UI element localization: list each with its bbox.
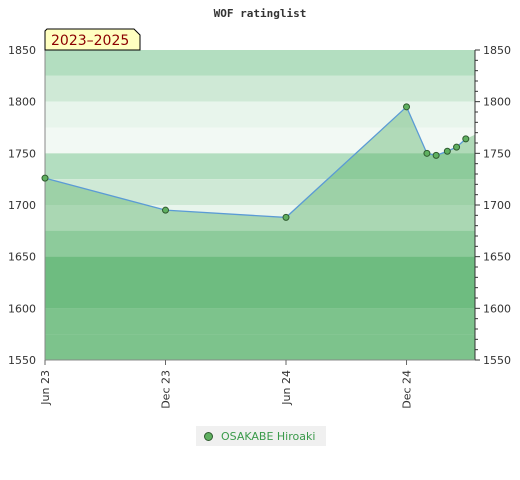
y-tick-label-right: 1650 xyxy=(483,251,511,264)
y-tick-label-left: 1650 xyxy=(8,251,36,264)
data-point xyxy=(162,206,170,214)
x-tick-label: Dec 24 xyxy=(401,370,414,409)
legend-label: OSAKABE Hiroaki xyxy=(221,429,316,443)
x-tick-label: Jun 23 xyxy=(39,370,52,406)
y-tick-label-left: 1550 xyxy=(8,354,36,367)
period-badge-background xyxy=(44,28,141,51)
y-tick-label-right: 1750 xyxy=(483,147,511,160)
background-band xyxy=(45,75,475,102)
y-tick-label-left: 1800 xyxy=(8,96,36,109)
period-badge: 2023–2025 xyxy=(44,28,141,51)
data-point xyxy=(453,143,461,151)
y-tick-label-left: 1700 xyxy=(8,199,36,212)
y-tick-label-right: 1600 xyxy=(483,302,511,315)
x-tick-label: Dec 23 xyxy=(160,370,173,409)
x-tick-label: Jun 24 xyxy=(280,370,293,406)
data-point xyxy=(432,151,440,159)
legend: OSAKABE Hiroaki xyxy=(196,426,326,446)
background-band xyxy=(45,179,475,205)
background-band xyxy=(45,230,475,257)
y-tick-label-left: 1750 xyxy=(8,147,36,160)
rating-area-fill xyxy=(45,106,475,360)
legend-marker-icon xyxy=(204,431,213,441)
y-tick-label-right: 1850 xyxy=(483,44,511,57)
chart-title: WOF ratinglist xyxy=(214,7,307,20)
data-point xyxy=(443,147,451,155)
data-point xyxy=(423,149,431,157)
background-band xyxy=(45,50,475,76)
plot-background xyxy=(45,50,475,360)
background-band xyxy=(45,282,475,309)
background-band xyxy=(45,334,475,360)
axes: 1550 1550 1600 1600 1650 1650 1700 1700 1750 1750… xyxy=(8,44,511,409)
y-tick-label-left: 1850 xyxy=(8,44,36,57)
data-points xyxy=(41,103,470,221)
y-tick-label-right: 1700 xyxy=(483,199,511,212)
data-point xyxy=(403,103,411,111)
background-band xyxy=(45,205,475,231)
y-tick-label-left: 1600 xyxy=(8,302,36,315)
background-band xyxy=(45,256,475,283)
y-tick-label-right: 1800 xyxy=(483,96,511,109)
data-point xyxy=(41,174,49,182)
background-band xyxy=(45,153,475,180)
period-label: 2023–2025 xyxy=(51,33,129,49)
data-point xyxy=(282,213,290,221)
y-tick-label-right: 1550 xyxy=(483,354,511,367)
background-band xyxy=(45,308,475,335)
background-band xyxy=(45,127,475,154)
data-point xyxy=(462,135,470,143)
